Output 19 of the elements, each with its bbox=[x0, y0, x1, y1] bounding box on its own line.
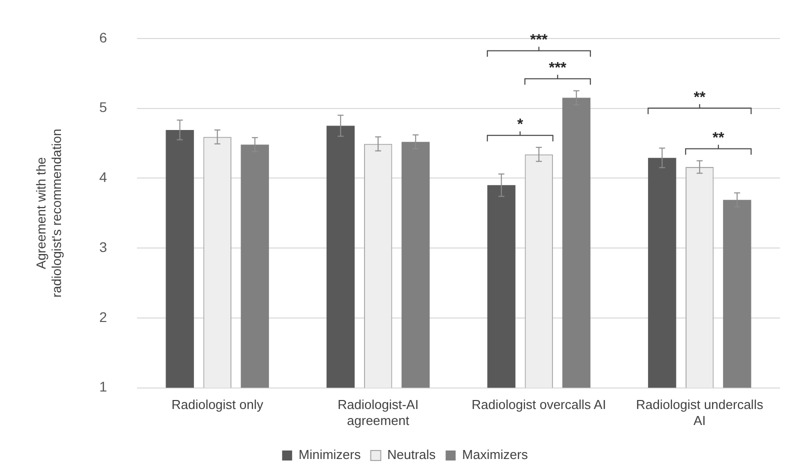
x-tick-label: Radiologist overcalls AI bbox=[472, 397, 606, 412]
x-tick-label: Radiologist only bbox=[171, 397, 264, 412]
legend-label: Neutrals bbox=[387, 447, 436, 462]
annotation: *** bbox=[548, 59, 567, 76]
x-tick-label: Radiologist undercalls AI bbox=[636, 397, 764, 428]
y-axis-title: Agreement with the radiologist's recommendation bbox=[33, 128, 64, 298]
y-tick-label: 3 bbox=[99, 238, 108, 255]
annotation: ** bbox=[694, 88, 706, 106]
legend-label: Minimizers bbox=[298, 447, 362, 462]
y-tick-label: 4 bbox=[99, 169, 108, 186]
y-tick-label: 1 bbox=[99, 378, 108, 395]
y-tick-label: 5 bbox=[99, 99, 108, 116]
annotation: ** bbox=[712, 129, 724, 146]
y-tick-label: 6 bbox=[99, 29, 108, 46]
x-tick-label: Radiologist-AI agreement bbox=[338, 397, 419, 428]
legend-label: Maximizers bbox=[462, 447, 528, 462]
annotation: * bbox=[517, 116, 524, 134]
annotation: *** bbox=[530, 31, 548, 48]
y-tick-label: 2 bbox=[99, 308, 108, 325]
